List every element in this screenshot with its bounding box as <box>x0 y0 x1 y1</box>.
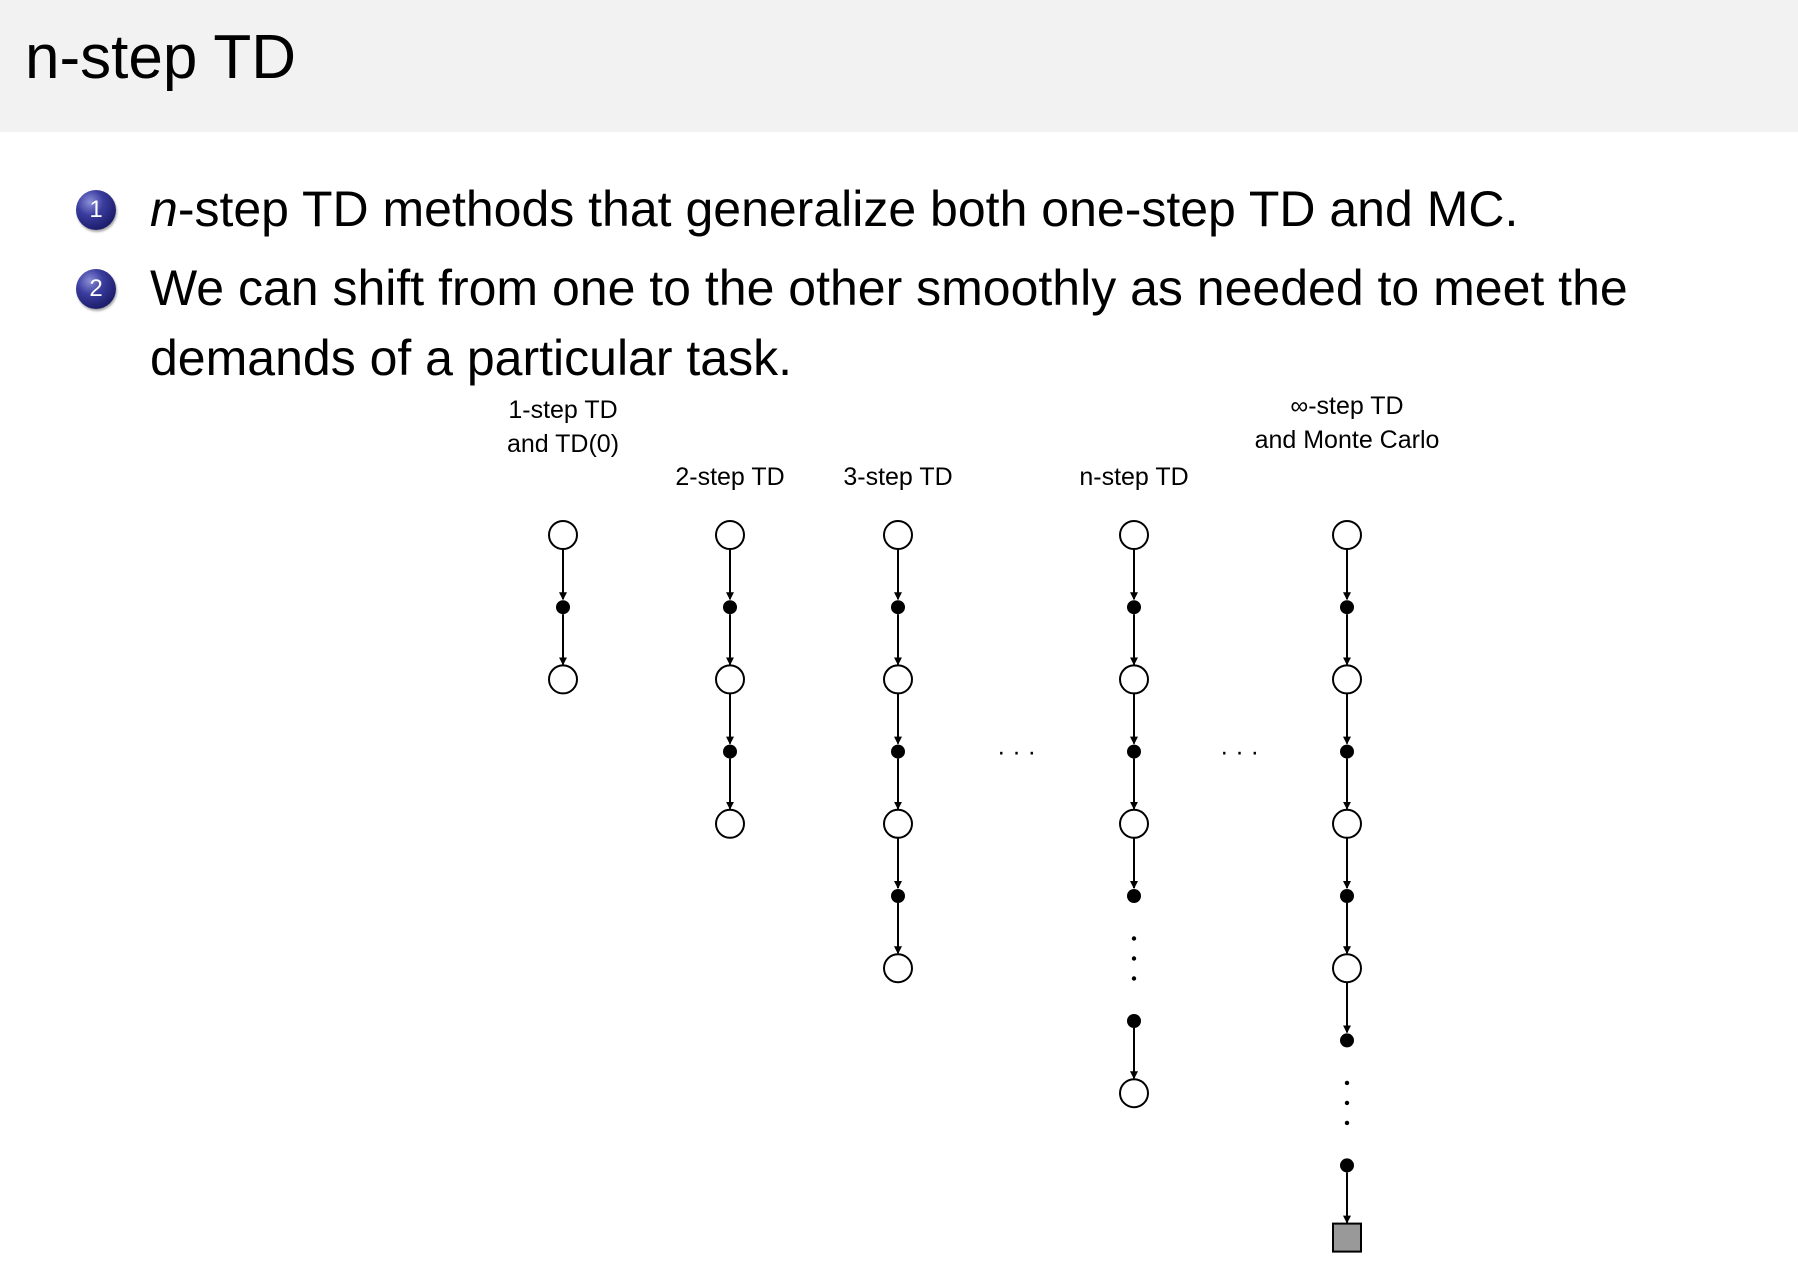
state-node <box>883 953 913 984</box>
state-node <box>715 808 745 839</box>
state-node <box>548 520 578 550</box>
state-node <box>883 520 913 550</box>
action-node <box>556 600 570 615</box>
bullet-number-2: 2 <box>76 269 116 309</box>
column-label: n-step TD <box>1079 463 1188 491</box>
state-node <box>883 664 913 695</box>
bullet-item-1: n-step TD methods that generalize both o… <box>150 174 1518 244</box>
terminal-node <box>1332 1222 1362 1253</box>
action-node <box>1340 1158 1354 1173</box>
state-node <box>1119 1078 1149 1109</box>
action-node <box>1127 744 1141 759</box>
action-node <box>891 889 905 903</box>
italic-n: n <box>150 181 178 237</box>
bullet-number-1: 1 <box>76 190 116 230</box>
action-node <box>1340 1033 1354 1048</box>
action-node <box>1127 1014 1141 1028</box>
horizontal-ellipsis: · · · <box>997 738 1036 766</box>
action-node <box>1340 600 1354 615</box>
state-node <box>1119 520 1149 550</box>
action-node <box>1340 744 1354 759</box>
bullet-text-2-line1: We can shift from one to the other smoot… <box>150 260 1628 316</box>
column-label: 1-step TD <box>508 396 617 424</box>
column-label: and Monte Carlo <box>1255 426 1440 454</box>
action-node <box>1127 600 1141 615</box>
state-node <box>1332 953 1362 984</box>
vertical-ellipsis-dot <box>1344 1100 1350 1106</box>
action-node <box>1340 889 1354 903</box>
state-node <box>1332 520 1362 550</box>
action-node <box>723 600 737 615</box>
state-node <box>715 664 745 695</box>
state-node <box>1332 664 1362 695</box>
state-node <box>1119 664 1149 695</box>
vertical-ellipsis-dot <box>1131 976 1137 981</box>
column-label: ∞-step TD <box>1290 392 1403 420</box>
state-node <box>1332 808 1362 839</box>
vertical-ellipsis-dot <box>1344 1120 1350 1126</box>
bullet-item-2: We can shift from one to the other smoot… <box>150 253 1628 393</box>
slide-header: n-step TD <box>0 0 1798 132</box>
action-node <box>1127 889 1141 903</box>
state-node <box>883 808 913 839</box>
horizontal-ellipsis: · · · <box>1220 738 1259 766</box>
bullet-text-1: -step TD methods that generalize both on… <box>177 181 1519 237</box>
action-node <box>723 744 737 759</box>
state-node <box>715 520 745 550</box>
slide-title: n-step TD <box>25 23 297 92</box>
vertical-ellipsis-dot <box>1131 956 1137 961</box>
vertical-ellipsis-dot <box>1131 936 1137 941</box>
column-label: 2-step TD <box>675 463 784 491</box>
bullet-text-2-line2: demands of a particular task. <box>150 330 792 386</box>
column-label: 3-step TD <box>843 463 952 491</box>
state-node <box>1119 808 1149 839</box>
column-label: and TD(0) <box>507 430 619 458</box>
action-node <box>891 744 905 759</box>
state-node <box>548 664 578 695</box>
action-node <box>891 600 905 615</box>
vertical-ellipsis-dot <box>1344 1080 1350 1086</box>
